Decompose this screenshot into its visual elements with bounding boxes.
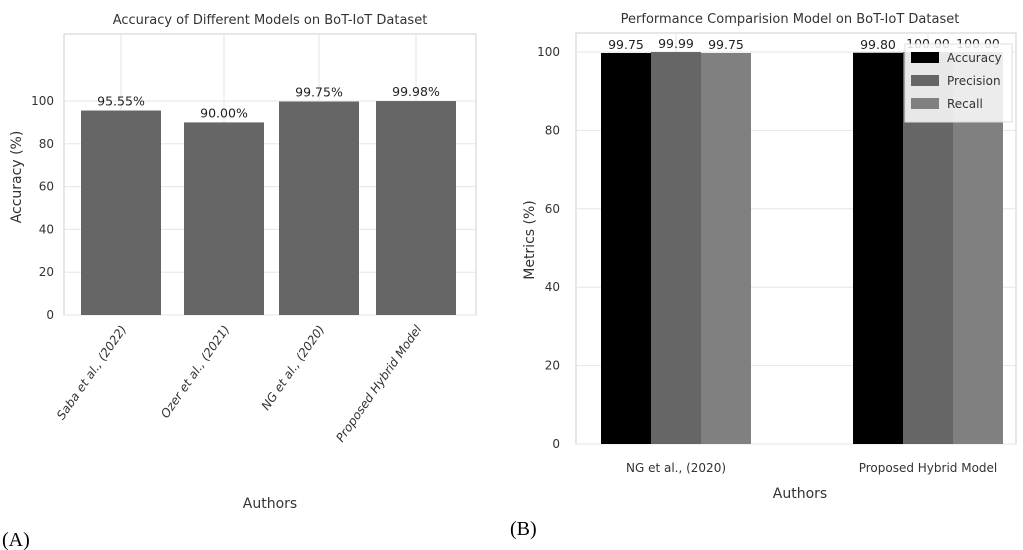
chart-a-y-tick-label: 100 xyxy=(31,94,54,108)
panel-label-a: (A) xyxy=(2,529,30,550)
chart-a-x-tick-label: NG et al., (2020) xyxy=(259,323,328,413)
chart-b-x-tick-label: Proposed Hybrid Model xyxy=(859,461,998,475)
chart-b-legend-swatch xyxy=(911,75,939,86)
chart-b-title: Performance Comparision Model on BoT-IoT… xyxy=(621,12,960,27)
chart-a-data-label: 99.98% xyxy=(392,84,440,99)
chart-a: 0 20 40 60 80 100 Saba et al., (2022) Ozer et … xyxy=(9,13,477,512)
chart-b-bar xyxy=(701,52,751,444)
chart-a-bar xyxy=(279,101,359,315)
chart-a-bar xyxy=(376,101,456,315)
chart-b-bar xyxy=(651,52,701,445)
chart-a-x-tick-label: Ozer et al., (2021) xyxy=(158,323,232,421)
chart-b-y-tick-label: 80 xyxy=(545,123,560,137)
panel-label-b: (B) xyxy=(510,518,537,540)
chart-a-bar xyxy=(81,110,161,315)
chart-a-y-tick-label: 40 xyxy=(39,222,54,236)
chart-b-y-tick-label: 20 xyxy=(545,359,560,373)
chart-a-y-axis-label: Accuracy (%) xyxy=(9,131,25,224)
chart-b-data-label: 99.80 xyxy=(860,37,896,52)
chart-b-legend: Accuracy Precision Recall xyxy=(904,43,1013,123)
chart-a-bar xyxy=(184,122,264,316)
chart-b-data-label: 99.99 xyxy=(658,36,694,51)
chart-a-data-label: 95.55% xyxy=(97,94,145,109)
chart-b-data-label: 99.75 xyxy=(708,37,744,52)
chart-b-bar xyxy=(853,52,903,445)
chart-a-x-axis-label: Authors xyxy=(243,496,297,512)
chart-b: 0 20 40 60 80 100 NG et al., (2020) Proposed H… xyxy=(522,12,1017,502)
chart-b-y-tick-label: 40 xyxy=(545,280,560,294)
chart-b-data-label: 99.75 xyxy=(608,37,644,52)
chart-b-x-tick-label: NG et al., (2020) xyxy=(626,461,726,475)
chart-a-y-tick-label: 0 xyxy=(46,308,54,322)
chart-b-y-tick-label: 100 xyxy=(537,45,560,59)
chart-a-x-tick-label: Proposed Hybrid Model xyxy=(333,322,425,444)
chart-b-legend-swatch xyxy=(911,52,939,63)
chart-a-y-tick-label: 80 xyxy=(39,137,54,151)
chart-b-legend-label: Accuracy xyxy=(947,51,1002,65)
chart-a-y-tick-label: 60 xyxy=(39,180,54,194)
chart-b-legend-label: Recall xyxy=(947,97,983,111)
chart-a-title: Accuracy of Different Models on BoT-IoT … xyxy=(113,13,428,28)
chart-b-bar xyxy=(601,52,651,444)
chart-a-data-label: 90.00% xyxy=(200,105,248,120)
chart-b-legend-swatch xyxy=(911,98,939,109)
chart-b-x-axis-label: Authors xyxy=(773,486,827,502)
chart-b-y-tick-label: 60 xyxy=(545,202,560,216)
chart-b-y-tick-label: 0 xyxy=(552,437,560,451)
chart-a-y-tick-label: 20 xyxy=(39,265,54,279)
chart-b-y-axis-label: Metrics (%) xyxy=(522,200,538,280)
chart-a-x-tick-label: Saba et al., (2022) xyxy=(54,323,130,423)
chart-b-legend-label: Precision xyxy=(947,74,1001,88)
chart-a-data-label: 99.75% xyxy=(295,85,343,100)
